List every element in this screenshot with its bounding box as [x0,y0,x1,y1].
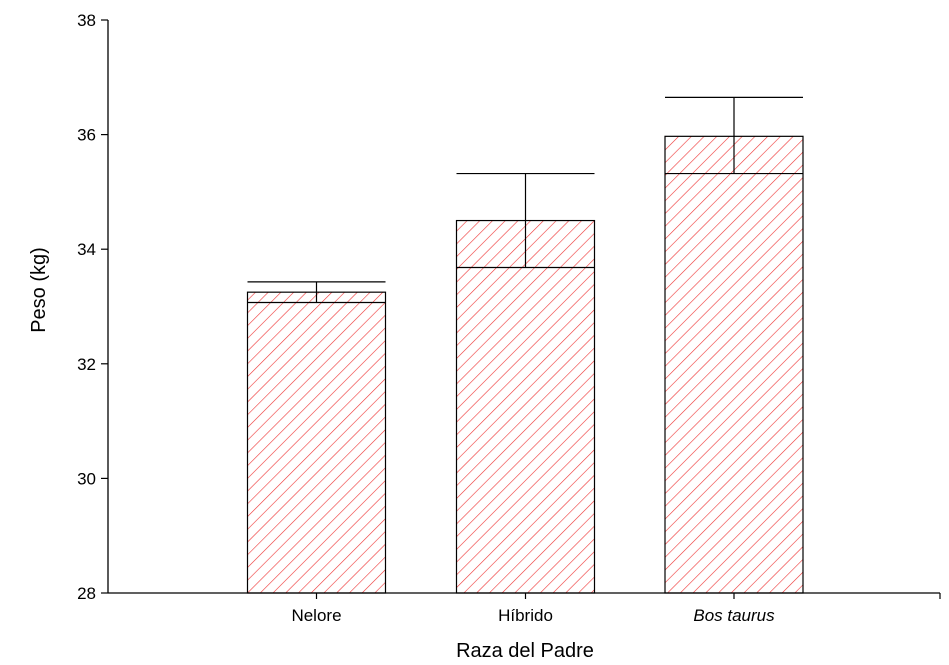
y-tick-label: 34 [77,240,96,259]
y-tick-label: 30 [77,469,96,488]
y-tick-label: 32 [77,355,96,374]
bar [664,135,804,594]
bar [455,219,596,594]
y-axis-title: Peso (kg) [28,247,50,333]
y-tick-label: 28 [77,584,96,603]
x-ticks-layer: Nelore Híbrido Bos taurus [291,593,941,625]
y-tick-label: 36 [77,126,96,145]
x-axis-title: Raza del Padre [456,640,594,662]
x-tick-label: Híbrido [498,606,553,625]
y-ticks-layer: 28 30 32 34 36 38 [77,11,108,603]
x-tick-label: Nelore [291,606,341,625]
x-tick-label: Bos taurus [693,606,775,625]
bar [246,291,387,594]
error-bars-layer [247,96,803,304]
y-tick-label: 38 [77,11,96,30]
